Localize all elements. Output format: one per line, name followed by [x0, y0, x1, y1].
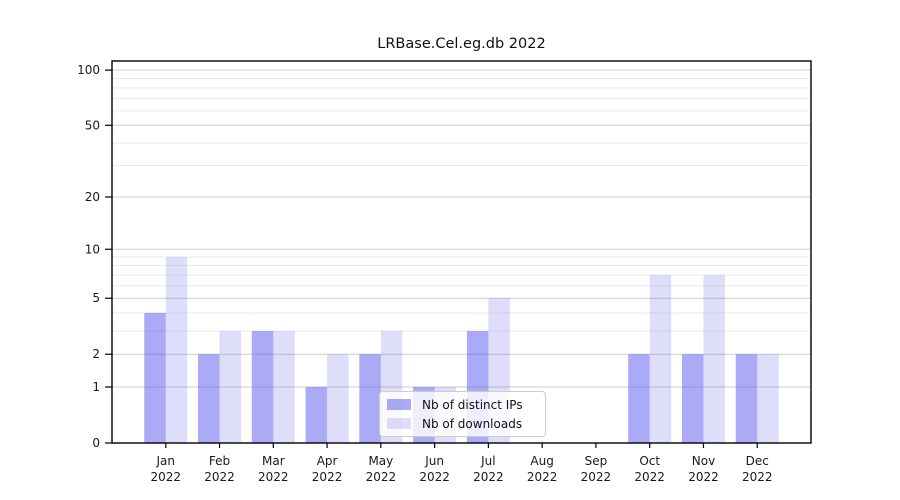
x-tick-label-year: 2022 [527, 470, 558, 484]
x-tick-label-year: 2022 [312, 470, 343, 484]
x-tick-label-month: Oct [639, 454, 660, 468]
bar-distinct-ips-nov: Nov 2022: 2 [681, 354, 704, 443]
bar-distinct-ips-dec: Dec 2022: 2 [735, 354, 758, 443]
y-tick-label: 1 [92, 380, 100, 394]
bar-downloads-apr: Apr 2022: 2 [327, 354, 349, 443]
bar-downloads-jan: Jan 2022: 9 [165, 256, 188, 443]
bar-distinct-ips-feb: Feb 2022: 2 [198, 354, 220, 443]
y-tick-label: 10 [85, 242, 100, 256]
x-tick-label-year: 2022 [258, 470, 289, 484]
legend-swatch-downloads-icon [387, 418, 411, 429]
x-tick-label-year: 2022 [742, 470, 773, 484]
x-tick-label-year: 2022 [150, 470, 181, 484]
x-tick-label-month: Jul [480, 454, 495, 468]
legend-swatch-distinct-ips-icon [387, 399, 411, 410]
x-tick-label-year: 2022 [581, 470, 612, 484]
chart-title: LRBase.Cel.eg.db 2022 [377, 36, 546, 52]
bar-distinct-ips-jan: Jan 2022: 4 [144, 312, 166, 443]
x-tick-label-month: Jan [156, 454, 176, 468]
plot-border [111, 60, 812, 444]
x-tick-label-month: Aug [530, 454, 553, 468]
x-tick-label-year: 2022 [634, 470, 665, 484]
x-tick-label-month: Sep [585, 454, 608, 468]
x-tick-label-month: Nov [692, 454, 715, 468]
x-tick-label-month: Mar [262, 454, 285, 468]
y-tick-label: 50 [85, 118, 100, 132]
legend-label-distinct-ips: Nb of distinct IPs [422, 397, 523, 412]
x-tick-label-year: 2022 [688, 470, 719, 484]
bar-distinct-ips-oct: Oct 2022: 2 [628, 354, 650, 443]
x-tick-label-month: Apr [317, 454, 338, 468]
x-tick-label-month: May [368, 454, 393, 468]
x-tick-label-year: 2022 [419, 470, 450, 484]
bar-distinct-ips-apr: Apr 2022: 1 [305, 386, 328, 443]
x-tick-label-month: Jun [424, 454, 444, 468]
legend-item-distinct-ips: Nb of distinct IPs [387, 398, 545, 412]
x-tick-label-year: 2022 [473, 470, 504, 484]
y-tick-label: 2 [92, 347, 100, 361]
x-tick-label-month: Feb [209, 454, 230, 468]
bar-downloads-nov: Nov 2022: 7 [703, 274, 725, 443]
x-tick-label-year: 2022 [204, 470, 235, 484]
y-tick-label: 5 [92, 291, 100, 305]
y-tick-label: 0 [92, 436, 100, 450]
legend: Nb of distinct IPs Nb of downloads [379, 391, 546, 437]
x-tick-label-year: 2022 [366, 470, 397, 484]
bar-downloads-mar: Mar 2022: 3 [273, 330, 295, 443]
bar-downloads-feb: Feb 2022: 3 [219, 330, 242, 443]
legend-item-downloads: Nb of downloads [387, 417, 545, 431]
y-tick-label: 100 [77, 63, 100, 77]
y-tick-label: 20 [85, 190, 100, 204]
bar-downloads-oct: Oct 2022: 7 [649, 274, 672, 443]
x-tick-label-month: Dec [746, 454, 769, 468]
bar-distinct-ips-may: May 2022: 2 [359, 354, 381, 443]
bar-distinct-ips-mar: Mar 2022: 3 [251, 330, 274, 443]
legend-label-downloads: Nb of downloads [422, 416, 523, 431]
bar-downloads-dec: Dec 2022: 2 [757, 354, 779, 443]
